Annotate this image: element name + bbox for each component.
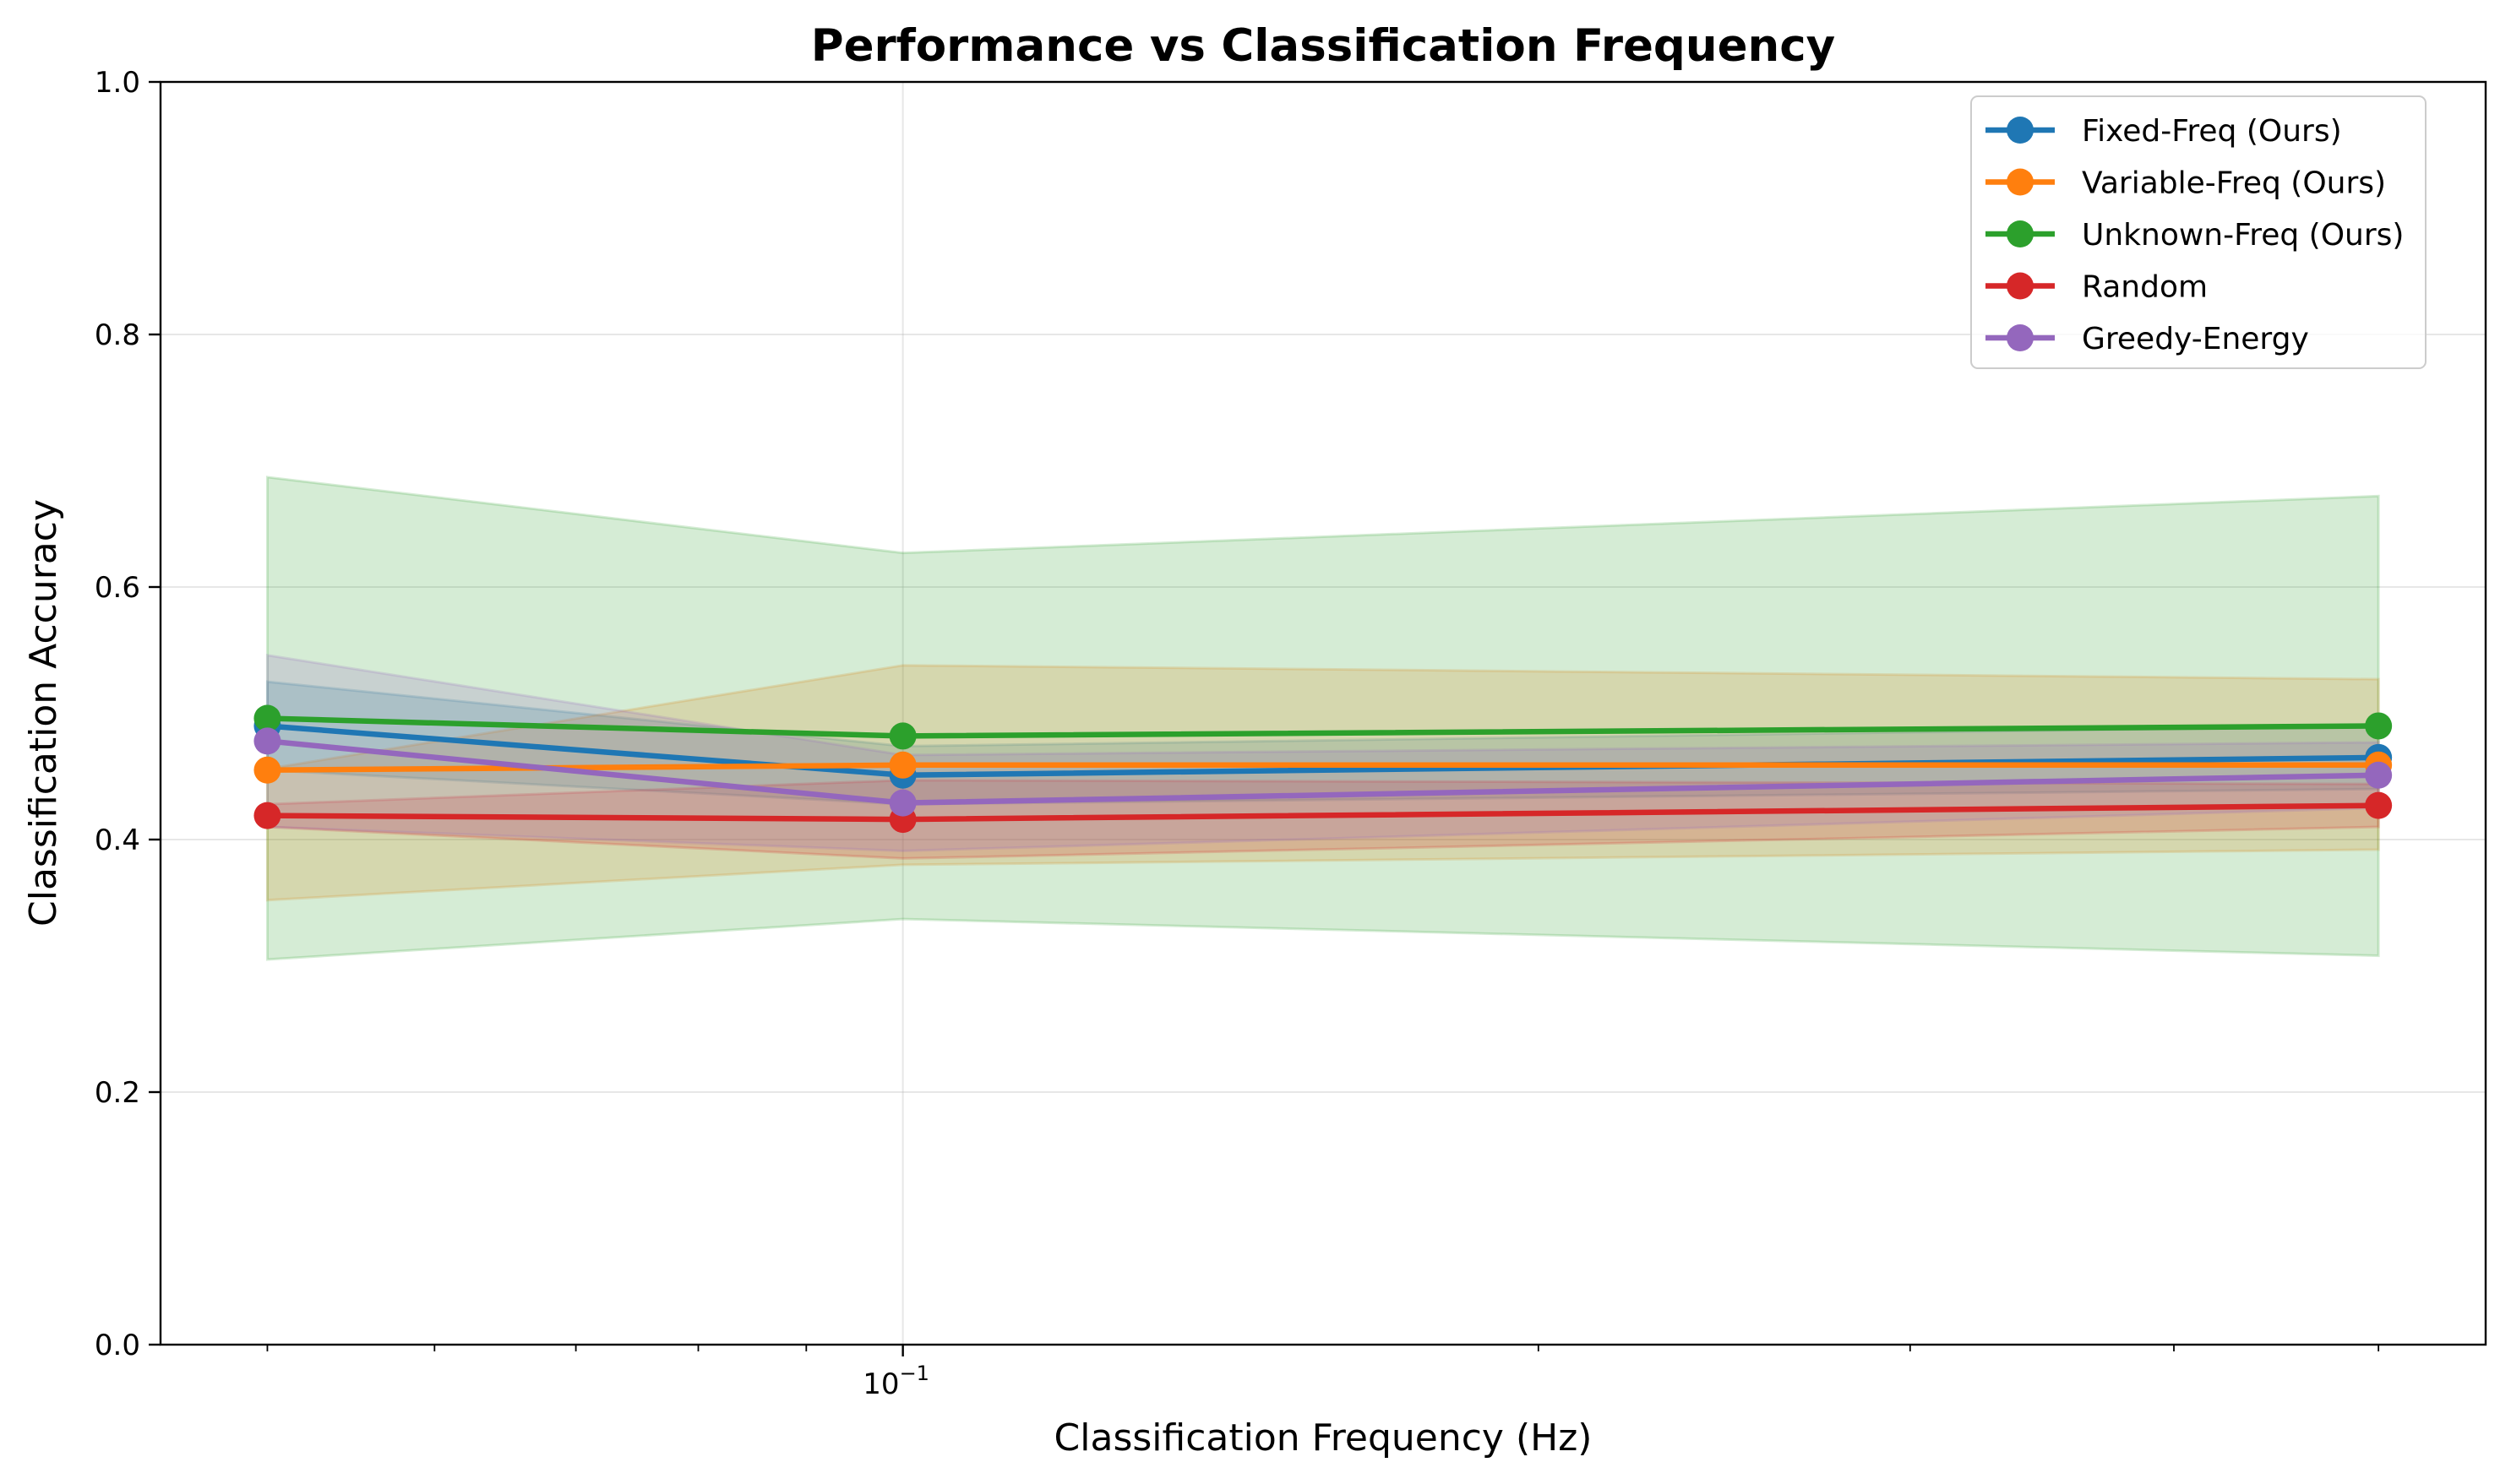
y-axis-label: Classification Accuracy	[22, 499, 65, 927]
legend-marker	[2007, 324, 2034, 351]
confidence-band	[265, 664, 2380, 902]
y-tick-label: 0.8	[95, 318, 140, 352]
legend-marker	[2007, 220, 2034, 247]
line-layer	[253, 704, 2393, 834]
x-tick-label: 10−1	[863, 1362, 929, 1401]
legend-label: Random	[2082, 270, 2208, 305]
x-tick-label-exponent: −1	[900, 1362, 929, 1385]
legend-item: Variable-Freq (Ours)	[1985, 166, 2386, 201]
x-tick-label-base: 10	[863, 1367, 899, 1401]
legend-item: Unknown-Freq (Ours)	[1985, 218, 2404, 253]
tick-layer: 0.0 0.2 0.4 0.6 0.8 1.0 10−1	[95, 66, 2380, 1401]
legend-marker	[2007, 168, 2034, 196]
legend-items: Fixed-Freq (Ours) Variable-Freq (Ours) Unk…	[1985, 114, 2404, 356]
y-tick-label: 0.4	[95, 824, 140, 857]
series	[253, 704, 2393, 750]
confidence-band	[265, 476, 2380, 961]
data-point	[253, 802, 281, 829]
data-point	[2365, 761, 2393, 789]
y-tick-label: 1.0	[95, 66, 140, 100]
data-point	[253, 727, 281, 755]
legend-label: Variable-Freq (Ours)	[2082, 166, 2386, 201]
series	[253, 727, 2393, 817]
data-point	[889, 751, 917, 779]
legend-item: Fixed-Freq (Ours)	[1985, 114, 2342, 149]
chart-title: Performance vs Classification Frequency	[811, 20, 1835, 72]
data-point	[253, 704, 281, 732]
legend-marker	[2007, 117, 2034, 144]
band-layer	[265, 476, 2380, 961]
legend-item: Random	[1985, 270, 2208, 305]
x-axis-label: Classification Frequency (Hz)	[1054, 1416, 1593, 1460]
y-tick-label: 0.2	[95, 1076, 140, 1110]
series	[253, 791, 2393, 834]
legend-label: Greedy-Energy	[2082, 322, 2309, 356]
y-tick-label: 0.6	[95, 571, 140, 605]
data-point	[2365, 791, 2393, 819]
legend-marker	[2007, 272, 2034, 300]
y-tick-label: 0.0	[95, 1329, 140, 1362]
legend-item: Greedy-Energy	[1985, 322, 2309, 356]
plot-frame	[159, 80, 2487, 1346]
data-point	[2365, 712, 2393, 740]
legend: Fixed-Freq (Ours) Variable-Freq (Ours) Unk…	[1970, 95, 2427, 369]
data-point	[889, 789, 917, 817]
legend-label: Fixed-Freq (Ours)	[2082, 114, 2342, 149]
legend-label: Unknown-Freq (Ours)	[2082, 218, 2404, 253]
data-point	[889, 722, 917, 750]
legend-box	[1970, 95, 2427, 369]
data-point	[253, 756, 281, 784]
